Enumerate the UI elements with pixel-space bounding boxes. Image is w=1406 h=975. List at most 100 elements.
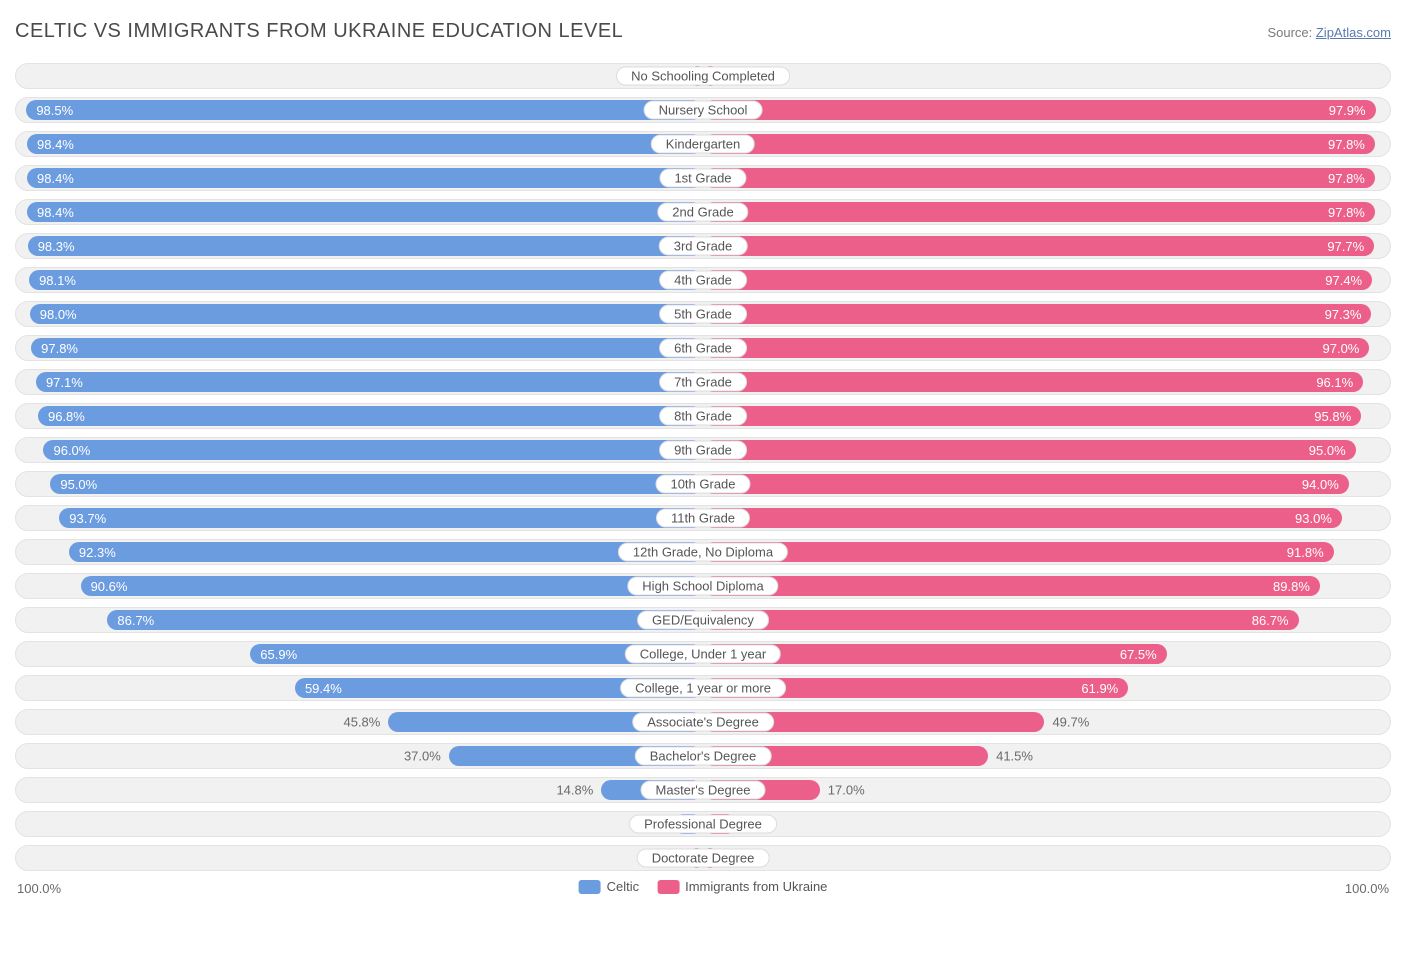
pct-right: 96.1% — [1316, 375, 1353, 390]
bar-right: 94.0% — [703, 474, 1349, 494]
axis-label-right: 100.0% — [1345, 881, 1389, 896]
row-label: 5th Grade — [659, 305, 747, 324]
pct-right: 97.8% — [1328, 137, 1365, 152]
bar-left: 90.6% — [81, 576, 703, 596]
pct-left: 86.7% — [117, 613, 154, 628]
bar-right: 97.8% — [703, 202, 1375, 222]
source-link[interactable]: ZipAtlas.com — [1316, 25, 1391, 40]
bar-left: 98.1% — [29, 270, 703, 290]
pct-left: 98.4% — [37, 137, 74, 152]
row-label: 7th Grade — [659, 373, 747, 392]
pct-left: 97.1% — [46, 375, 83, 390]
bar-right: 91.8% — [703, 542, 1334, 562]
pct-left: 93.7% — [69, 511, 106, 526]
chart-row: 65.9%67.5%College, Under 1 year — [15, 641, 1391, 667]
legend-item: Celtic — [579, 879, 640, 894]
bar-left: 93.7% — [59, 508, 703, 528]
chart-row: 98.5% 97.9% Nursery School — [15, 97, 1391, 123]
row-label: Nursery School — [644, 101, 763, 120]
bar-left: 98.0% — [30, 304, 703, 324]
pct-left: 98.5% — [36, 103, 73, 118]
bar-left: 98.4% — [27, 202, 703, 222]
chart-row: 45.8% 49.7% Associate's Degree — [15, 709, 1391, 735]
pct-left: 98.0% — [40, 307, 77, 322]
row-label: College, 1 year or more — [620, 679, 786, 698]
axis-label-left: 100.0% — [17, 881, 61, 896]
bar-left: 96.0% — [43, 440, 703, 460]
pct-right: 89.8% — [1273, 579, 1310, 594]
row-label: 4th Grade — [659, 271, 747, 290]
row-label: 8th Grade — [659, 407, 747, 426]
pct-left: 90.6% — [91, 579, 128, 594]
pct-right: 97.3% — [1325, 307, 1362, 322]
row-label: 3rd Grade — [659, 237, 748, 256]
pct-right: 94.0% — [1302, 477, 1339, 492]
chart-row: 98.4%97.8%1st Grade — [15, 165, 1391, 191]
pct-left: 98.1% — [39, 273, 76, 288]
bar-left: 98.5% — [26, 100, 703, 120]
bar-left: 98.4% — [27, 168, 703, 188]
pct-right: 97.8% — [1328, 205, 1365, 220]
pct-right: 61.9% — [1081, 681, 1118, 696]
chart-row: 95.0%94.0%10th Grade — [15, 471, 1391, 497]
pct-right: 91.8% — [1287, 545, 1324, 560]
pct-right: 97.4% — [1325, 273, 1362, 288]
row-label: No Schooling Completed — [616, 67, 790, 86]
legend-label: Celtic — [607, 879, 640, 894]
bar-right: 93.0% — [703, 508, 1342, 528]
row-label: Associate's Degree — [632, 713, 774, 732]
chart-header: CELTIC VS IMMIGRANTS FROM UKRAINE EDUCAT… — [15, 20, 1391, 43]
pct-right: 95.8% — [1314, 409, 1351, 424]
bar-left: 92.3% — [69, 542, 703, 562]
chart-row: 98.3% 97.7% 3rd Grade — [15, 233, 1391, 259]
row-label: 6th Grade — [659, 339, 747, 358]
pct-right: 97.9% — [1329, 103, 1366, 118]
row-label: Kindergarten — [651, 135, 755, 154]
chart-row: 98.1% 97.4% 4th Grade — [15, 267, 1391, 293]
pct-right: 97.7% — [1327, 239, 1364, 254]
chart-row: 98.0% 97.3% 5th Grade — [15, 301, 1391, 327]
row-label: GED/Equivalency — [637, 611, 769, 630]
legend-item: Immigrants from Ukraine — [657, 879, 827, 894]
diverging-bar-chart: 1.6%2.2%No Schooling Completed 98.5% 97.9%… — [15, 63, 1391, 871]
chart-row: 92.3%91.8%12th Grade, No Diploma — [15, 539, 1391, 565]
chart-row: 86.7% 86.7% GED/Equivalency — [15, 607, 1391, 633]
row-label: Master's Degree — [641, 781, 766, 800]
chart-row: 1.6%2.2%No Schooling Completed — [15, 63, 1391, 89]
bar-right: 97.0% — [703, 338, 1369, 358]
legend-label: Immigrants from Ukraine — [685, 879, 827, 894]
row-label: Bachelor's Degree — [635, 747, 772, 766]
bar-left: 97.8% — [31, 338, 703, 358]
pct-right: 67.5% — [1120, 647, 1157, 662]
pct-left: 65.9% — [260, 647, 297, 662]
pct-left: 98.4% — [37, 171, 74, 186]
pct-left: 92.3% — [79, 545, 116, 560]
row-label: 2nd Grade — [657, 203, 748, 222]
bar-right: 95.8% — [703, 406, 1361, 426]
pct-left: 98.3% — [38, 239, 75, 254]
source-prefix: Source: — [1267, 25, 1315, 40]
pct-right: 86.7% — [1252, 613, 1289, 628]
chart-row: 98.4% 97.8% Kindergarten — [15, 131, 1391, 157]
chart-row: 96.0%95.0%9th Grade — [15, 437, 1391, 463]
row-label: 10th Grade — [655, 475, 750, 494]
pct-right: 97.0% — [1323, 341, 1360, 356]
bar-left: 86.7% — [107, 610, 703, 630]
pct-right: 17.0% — [828, 783, 865, 798]
bar-left: 98.3% — [28, 236, 703, 256]
chart-row: 97.8% 97.0% 6th Grade — [15, 335, 1391, 361]
bar-right: 97.7% — [703, 236, 1374, 256]
chart-row: 96.8%95.8%8th Grade — [15, 403, 1391, 429]
pct-left: 97.8% — [41, 341, 78, 356]
row-label: Doctorate Degree — [637, 849, 770, 868]
pct-left: 59.4% — [305, 681, 342, 696]
chart-row: 37.0%41.5%Bachelor's Degree — [15, 743, 1391, 769]
row-label: High School Diploma — [627, 577, 778, 596]
pct-left: 96.0% — [53, 443, 90, 458]
pct-left: 98.4% — [37, 205, 74, 220]
pct-right: 49.7% — [1052, 715, 1089, 730]
row-label: 9th Grade — [659, 441, 747, 460]
chart-row: 90.6% 89.8% High School Diploma — [15, 573, 1391, 599]
pct-right: 93.0% — [1295, 511, 1332, 526]
pct-left: 45.8% — [343, 715, 380, 730]
